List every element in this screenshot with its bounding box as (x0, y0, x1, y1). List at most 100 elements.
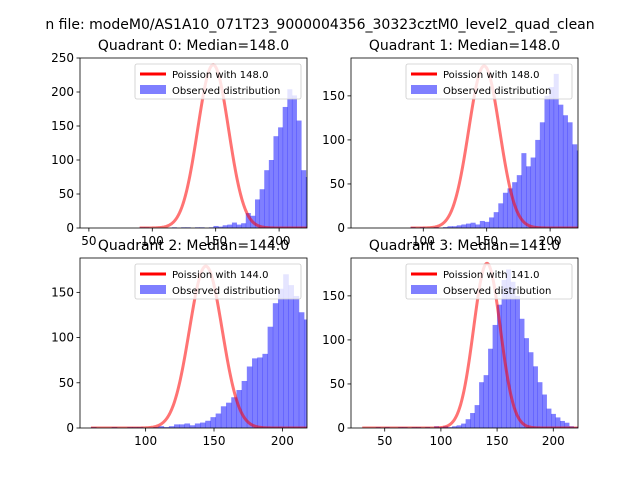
legend-fit-label: Poission with 141.0 (443, 270, 539, 281)
x-tick-label: 50 (377, 434, 392, 448)
x-tick-label: 150 (486, 434, 509, 448)
subplot-title: Quadrant 0: Median=148.0 (98, 38, 289, 54)
poisson-fit-line (361, 261, 578, 428)
y-tick-label: 0 (66, 421, 74, 435)
histogram-bar (539, 122, 545, 228)
legend-fit-label: Poission with 148.0 (443, 70, 539, 81)
histogram-bar (163, 427, 170, 428)
legend: Poission with 148.0 Observed distribution (405, 63, 573, 100)
y-tick-label: 50 (59, 376, 74, 390)
histogram-bar (553, 73, 559, 228)
y-tick-label: 100 (322, 333, 345, 347)
subplot-quadrant-3: Quadrant 3: Median=141.0 50 100 150 200 0 50 10… (322, 238, 579, 448)
axes-frame (350, 257, 579, 429)
histogram-bar (572, 144, 578, 228)
histogram-bar (470, 222, 476, 228)
histogram-bar (264, 170, 270, 228)
y-tick-label: 150 (322, 89, 345, 103)
histogram-bar (515, 295, 520, 428)
axes-frame (79, 257, 308, 429)
histogram-bar (267, 326, 274, 428)
histogram-bar (489, 217, 495, 228)
y-tick-label: 50 (59, 187, 74, 201)
histogram-bar (493, 212, 499, 228)
histogram-bar (283, 274, 289, 428)
histogram-bar (200, 422, 206, 428)
y-tick-label: 200 (51, 85, 74, 99)
legend-box (134, 263, 302, 300)
histogram-bar (231, 222, 237, 228)
histogram-bar (241, 223, 247, 228)
histogram-bar (252, 358, 258, 428)
histogram-bar (492, 324, 498, 428)
x-tick-label: 200 (268, 234, 291, 248)
legend: Poission with 141.0 Observed distribution (405, 263, 573, 300)
histogram-bar (236, 224, 242, 228)
y-tick-label: 250 (51, 51, 74, 65)
histogram-bar (282, 106, 288, 228)
histogram-bar (189, 425, 196, 428)
histogram-bar (222, 225, 228, 228)
histogram-bar (567, 122, 573, 228)
histogram-bar (465, 419, 471, 428)
histogram-bar (298, 312, 305, 428)
subplot-title: Quadrant 1: Median=148.0 (369, 38, 560, 54)
histogram-bar (246, 366, 253, 428)
y-tick-label: 0 (337, 221, 345, 235)
histogram-bar (475, 224, 481, 228)
histogram-bar (227, 224, 233, 228)
histogram-bar (278, 288, 284, 428)
histogram-bar (488, 348, 493, 428)
histogram-bar (528, 352, 534, 428)
y-tick-label: 100 (51, 153, 74, 167)
histogram-bar (484, 221, 490, 228)
histogram-bar (506, 269, 511, 428)
subplot-quadrant-2: Quadrant 2: Median=144.0 100 150 200 0 50 100 1… (51, 238, 308, 448)
histogram-bar (278, 127, 284, 228)
legend-hist-label: Observed distribution (172, 86, 280, 97)
legend-hist-swatch (411, 285, 437, 294)
histogram-bar (272, 303, 279, 428)
histogram-bar (226, 402, 232, 428)
histogram-bar (530, 157, 536, 228)
histogram-bar (576, 150, 578, 228)
histogram-bar (456, 225, 462, 228)
histogram-bar (215, 413, 222, 428)
histogram-bar (524, 338, 529, 428)
y-tick-label: 50 (330, 177, 345, 191)
legend-hist-label: Observed distribution (443, 86, 551, 97)
y-tick-label: 100 (322, 133, 345, 147)
legend: Poission with 144.0 Observed distribution (134, 263, 302, 300)
x-tick-label: 200 (271, 434, 294, 448)
axes-frame (79, 57, 308, 229)
histogram-bar (220, 406, 227, 428)
histogram-bar (546, 408, 552, 428)
histogram-bar (179, 424, 185, 428)
histogram-bar (305, 177, 307, 228)
histogram-bar (479, 382, 485, 428)
histogram-bar (293, 295, 300, 428)
histogram-bar (257, 357, 263, 428)
legend-box (405, 63, 573, 100)
histogram-bar (303, 319, 307, 428)
histogram-bar (291, 95, 297, 228)
histogram-bar (218, 226, 224, 228)
histogram-bar (474, 405, 480, 428)
y-tick-label: 150 (51, 119, 74, 133)
subplot-title: Quadrant 3: Median=141.0 (369, 238, 560, 254)
subplot-quadrant-0: Quadrant 0: Median=148.0 50 100 150 200 0 50 10… (51, 38, 308, 248)
y-tick-label: 50 (330, 377, 345, 391)
legend-fit-label: Poission with 148.0 (172, 70, 268, 81)
histogram-bar (241, 380, 248, 428)
y-tick-label: 100 (51, 331, 74, 345)
subplot-quadrant-1: Quadrant 1: Median=148.0 100 150 200 0 50 100 1… (322, 38, 579, 248)
x-tick-label: 100 (412, 234, 435, 248)
histogram-bar (544, 95, 550, 228)
histogram-bar (510, 281, 516, 428)
histogram-bar (288, 285, 294, 428)
histogram-bar (461, 224, 467, 228)
histogram-bar (442, 227, 448, 228)
histogram-bar (542, 394, 547, 428)
poisson-fit-line (90, 264, 307, 428)
x-tick-label: 150 (204, 234, 227, 248)
